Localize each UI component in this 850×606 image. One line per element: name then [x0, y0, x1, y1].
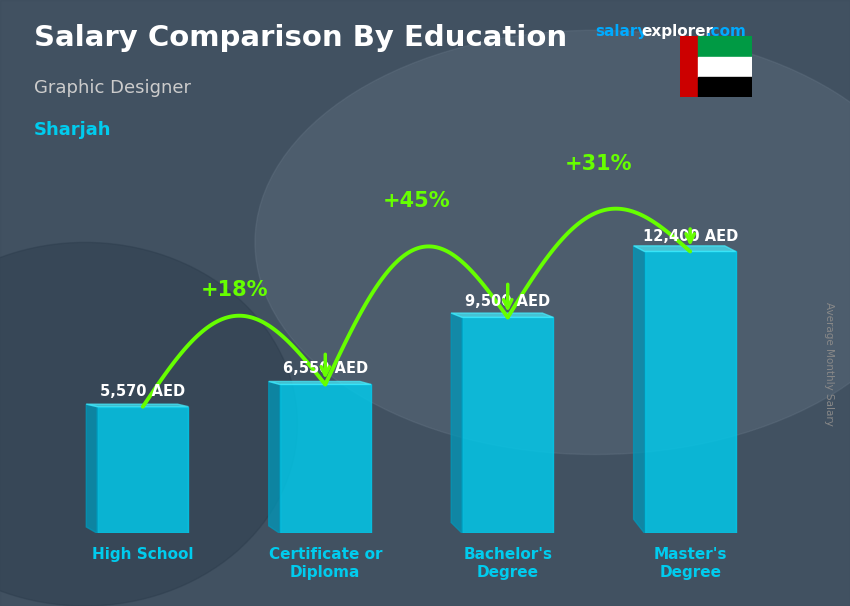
Bar [644, 251, 736, 533]
Text: +31%: +31% [565, 154, 632, 175]
Text: .com: .com [706, 24, 746, 39]
Polygon shape [87, 404, 97, 533]
Text: salary: salary [595, 24, 648, 39]
Text: Graphic Designer: Graphic Designer [34, 79, 191, 97]
Polygon shape [451, 313, 462, 533]
Text: explorer: explorer [642, 24, 714, 39]
Polygon shape [87, 404, 189, 407]
Text: Salary Comparison By Education: Salary Comparison By Education [34, 24, 567, 52]
Polygon shape [269, 381, 371, 384]
Polygon shape [633, 246, 736, 251]
Text: 9,500 AED: 9,500 AED [465, 295, 550, 310]
Ellipse shape [255, 30, 850, 454]
Bar [280, 384, 371, 533]
Bar [698, 36, 752, 56]
Polygon shape [269, 381, 280, 533]
Polygon shape [451, 313, 553, 318]
Text: +18%: +18% [201, 281, 268, 301]
Text: 5,570 AED: 5,570 AED [100, 384, 185, 399]
Bar [680, 36, 698, 97]
Bar [698, 56, 752, 77]
Ellipse shape [0, 242, 298, 606]
Bar [462, 318, 553, 533]
Text: Sharjah: Sharjah [34, 121, 111, 139]
Text: 12,400 AED: 12,400 AED [643, 228, 738, 244]
Text: +45%: +45% [382, 190, 450, 210]
Polygon shape [633, 246, 644, 533]
Bar [97, 407, 189, 533]
Bar [698, 77, 752, 97]
Text: Average Monthly Salary: Average Monthly Salary [824, 302, 834, 425]
Text: 6,550 AED: 6,550 AED [283, 361, 368, 376]
